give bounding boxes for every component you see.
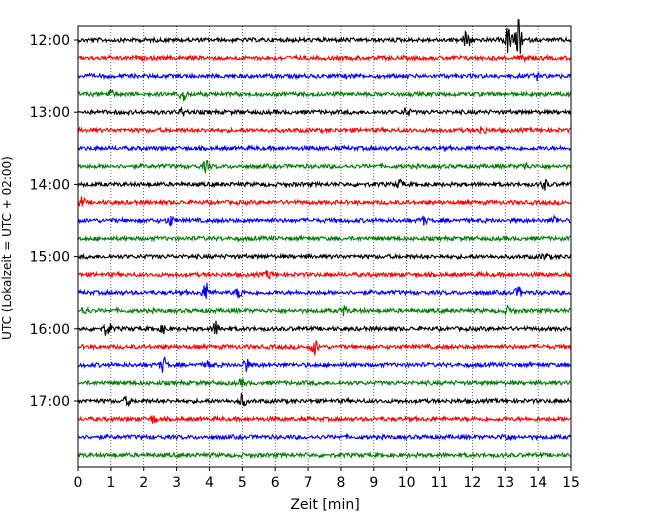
trace-1445 xyxy=(77,234,572,243)
x-tick-label: 4 xyxy=(205,475,214,491)
x-tick-label: 15 xyxy=(562,475,580,491)
trace-1645 xyxy=(77,378,572,388)
x-tick-label: 12 xyxy=(463,475,481,491)
trace-1345 xyxy=(77,159,572,175)
x-tick-label: 5 xyxy=(238,475,247,491)
x-tick-label: 11 xyxy=(431,475,449,491)
trace-1215 xyxy=(77,53,572,63)
trace-1245 xyxy=(77,88,572,102)
x-tick-label: 6 xyxy=(271,475,280,491)
trace-1530 xyxy=(77,282,572,300)
y-axis-label: UTC (Lokalzeit = UTC + 02:00) xyxy=(0,156,14,340)
trace-1700 xyxy=(77,392,572,407)
x-tick-label: 9 xyxy=(369,475,378,491)
trace-1600 xyxy=(77,320,572,336)
plot-frame xyxy=(77,25,572,468)
plot-background xyxy=(78,26,571,467)
trace-1615 xyxy=(77,340,572,356)
trace-1730 xyxy=(77,432,572,442)
trace-1515 xyxy=(77,270,572,280)
y-tick-label: 16:00 xyxy=(30,322,70,338)
trace-1500 xyxy=(77,252,572,261)
x-tick-label: 8 xyxy=(336,475,345,491)
trace-1400 xyxy=(77,178,572,191)
x-tick-label: 7 xyxy=(304,475,313,491)
trace-1200 xyxy=(77,19,572,54)
x-tick-label: 3 xyxy=(172,475,181,491)
x-tick-label: 1 xyxy=(106,475,115,491)
trace-1715 xyxy=(77,414,572,424)
y-tick-label: 15:00 xyxy=(30,250,70,266)
y-tick-label: 17:00 xyxy=(30,394,70,410)
x-tick-label: 14 xyxy=(529,475,547,491)
trace-1745 xyxy=(77,450,572,460)
y-tick-label: 14:00 xyxy=(30,177,70,193)
x-tick-label: 10 xyxy=(398,475,416,491)
trace-1430 xyxy=(77,214,572,228)
x-axis-ticks: 0 1 2 3 4 5 6 7 8 9 10 11 12 13 14 15 xyxy=(74,467,580,491)
trace-1230 xyxy=(77,71,572,82)
x-tick-label: 13 xyxy=(496,475,514,491)
trace-1415 xyxy=(77,196,572,207)
trace-1300 xyxy=(77,106,572,117)
x-tick-label: 2 xyxy=(139,475,148,491)
x-axis-label: Zeit [min] xyxy=(290,497,359,513)
trace-1630 xyxy=(77,356,572,373)
x-tick-label: 0 xyxy=(74,475,83,491)
y-tick-label: 12:00 xyxy=(30,33,70,49)
trace-1315 xyxy=(77,126,572,135)
seismic-traces xyxy=(77,19,572,460)
y-tick-label: 13:00 xyxy=(30,105,70,121)
y-axis-ticks: 12:00 13:00 14:00 15:00 16:00 17:00 xyxy=(30,33,78,410)
trace-1545 xyxy=(77,304,572,317)
trace-1330 xyxy=(77,143,572,153)
